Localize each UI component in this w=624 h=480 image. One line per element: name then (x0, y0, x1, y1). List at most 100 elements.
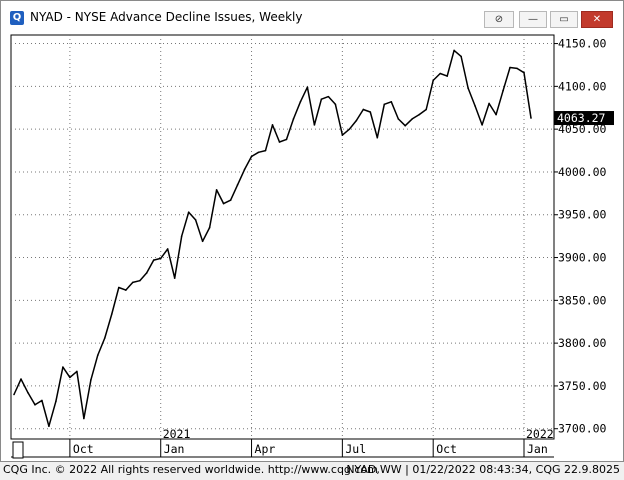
data-point (27, 391, 29, 394)
data-point (173, 277, 176, 279)
data-point (62, 366, 64, 368)
data-point (41, 399, 43, 402)
data-point (453, 49, 455, 52)
data-point (236, 183, 239, 186)
data-point (467, 87, 469, 89)
data-point (369, 111, 372, 113)
data-point (411, 118, 414, 120)
data-point (215, 189, 218, 191)
data-point (495, 113, 497, 116)
data-point (166, 248, 169, 250)
x-tick-label: Jan (164, 442, 185, 456)
data-point (425, 108, 428, 111)
data-point (20, 378, 22, 380)
data-point (285, 138, 288, 141)
data-point (76, 370, 78, 373)
close-button[interactable]: ✕ (581, 11, 613, 28)
data-point (320, 98, 323, 100)
data-point (117, 286, 120, 289)
data-point (355, 119, 358, 122)
y-tick-label: 4100.00 (558, 79, 607, 93)
x-year-label: 2022 (526, 427, 554, 441)
last-value-tag (554, 111, 614, 126)
data-point (257, 151, 260, 154)
y-tick-label: 3850.00 (558, 293, 607, 307)
data-point (187, 211, 190, 213)
footer-symbol-info: NYAD,WW | 01/22/2022 08:43:34, CQG 22.9.… (346, 463, 620, 476)
y-tick-label: 3750.00 (558, 379, 607, 393)
data-point (348, 128, 351, 130)
data-point (460, 55, 462, 58)
data-point (131, 281, 134, 284)
data-point (271, 124, 274, 126)
x-tick-label: Oct (436, 442, 457, 456)
data-point (334, 103, 337, 106)
data-point (194, 219, 197, 221)
y-tick-label: 3800.00 (558, 336, 607, 350)
chart-window: Q NYAD - NYSE Advance Decline Issues, We… (0, 0, 624, 462)
link-icon[interactable]: ⊘ (484, 11, 514, 28)
plot-area (10, 34, 555, 440)
data-point (397, 118, 400, 120)
data-point (327, 95, 330, 98)
data-point (418, 113, 421, 116)
data-point (208, 226, 211, 229)
data-point (516, 67, 518, 70)
data-point (292, 118, 295, 120)
minimize-button[interactable]: — (519, 11, 547, 28)
data-point (48, 425, 50, 427)
price-chart[interactable]: 3700.00 3750.00 3800.00 3850.00 3900.00 3950.… (1, 33, 623, 461)
data-point (138, 279, 141, 282)
data-point (404, 124, 407, 127)
x-tick-label: Jul (345, 442, 366, 456)
data-point (111, 313, 113, 315)
maximize-button[interactable]: ▭ (550, 11, 578, 28)
data-point (264, 149, 267, 152)
data-point (390, 100, 393, 103)
data-point (502, 89, 504, 92)
x-year-label: 2021 (163, 427, 191, 441)
y-tick-label: 4150.00 (558, 37, 607, 51)
y-tick-label: 4000.00 (558, 165, 607, 179)
data-point (509, 66, 511, 69)
y-tick-label: 3700.00 (558, 422, 607, 436)
data-point (474, 105, 476, 107)
data-point (104, 337, 106, 339)
data-point (306, 86, 309, 89)
data-point (432, 79, 434, 82)
data-point (55, 400, 57, 403)
scroll-handle (12, 441, 24, 459)
data-point (159, 257, 162, 260)
y-tick-label: 3950.00 (558, 208, 607, 222)
data-point (250, 155, 253, 158)
app-logo-icon: Q (10, 11, 24, 25)
data-point (376, 136, 379, 139)
data-point (90, 379, 92, 381)
data-point (446, 75, 448, 77)
y-tick-label: 3900.00 (558, 251, 607, 265)
data-point (341, 134, 344, 136)
data-point (69, 376, 71, 379)
data-point (278, 141, 281, 143)
data-point (201, 240, 204, 243)
y-tick-label: 4050.00 (558, 122, 607, 136)
data-point (124, 289, 127, 291)
data-point (523, 71, 525, 74)
data-point (383, 103, 386, 106)
data-point (145, 272, 148, 274)
data-point (229, 199, 232, 201)
footer-copyright: CQG Inc. © 2022 All rights reserved worl… (3, 463, 378, 476)
data-point (481, 124, 483, 126)
data-point (34, 403, 36, 406)
data-point (313, 124, 316, 126)
data-point (222, 202, 225, 205)
data-point (439, 72, 441, 75)
x-tick-label: Oct (73, 442, 94, 456)
last-value-label: 4063.27 (557, 111, 606, 125)
title-bar[interactable]: Q NYAD - NYSE Advance Decline Issues, We… (1, 1, 623, 33)
data-point (299, 100, 302, 103)
data-point (83, 417, 85, 420)
data-point (243, 168, 246, 171)
x-tick-label: Jan (527, 442, 548, 456)
data-point (530, 117, 532, 119)
